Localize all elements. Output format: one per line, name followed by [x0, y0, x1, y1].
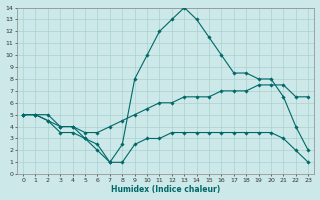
- X-axis label: Humidex (Indice chaleur): Humidex (Indice chaleur): [111, 185, 220, 194]
